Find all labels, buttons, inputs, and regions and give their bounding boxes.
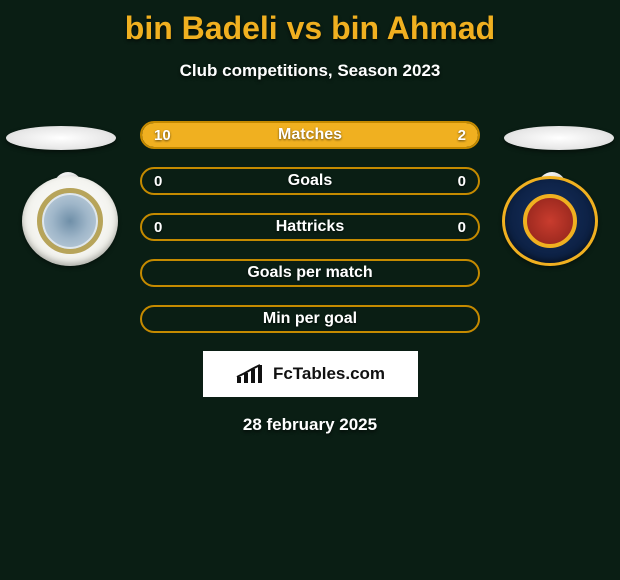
player-avatar-right-placeholder — [504, 126, 614, 150]
stat-row-goals: 0 Goals 0 — [140, 167, 480, 195]
stat-row-min-per-goal: Min per goal — [140, 305, 480, 333]
watermark-text: FcTables.com — [273, 364, 385, 384]
stat-label: Matches — [142, 123, 478, 147]
player-avatar-left-placeholder — [6, 126, 116, 150]
footer-date: 28 february 2025 — [0, 415, 620, 435]
title-right: bin Ahmad — [331, 10, 495, 46]
club-crest-right — [502, 176, 598, 266]
stat-row-hattricks: 0 Hattricks 0 — [140, 213, 480, 241]
stats-container: 10 Matches 2 0 Goals 0 0 Hattricks 0 Goa… — [140, 121, 480, 333]
club-crest-left — [22, 176, 118, 266]
watermark-badge: FcTables.com — [203, 351, 418, 397]
subtitle: Club competitions, Season 2023 — [0, 61, 620, 81]
stat-label: Goals — [142, 169, 478, 193]
stat-row-goals-per-match: Goals per match — [140, 259, 480, 287]
stat-label: Min per goal — [142, 307, 478, 331]
title-vs: vs — [287, 10, 323, 46]
title-left: bin Badeli — [125, 10, 278, 46]
stat-label: Goals per match — [142, 261, 478, 285]
stat-value-right: 0 — [458, 215, 466, 239]
page-title: bin Badeli vs bin Ahmad — [0, 0, 620, 47]
bar-chart-icon — [235, 363, 267, 385]
stat-label: Hattricks — [142, 215, 478, 239]
stat-row-matches: 10 Matches 2 — [140, 121, 480, 149]
stat-value-right: 2 — [458, 123, 466, 147]
stat-value-right: 0 — [458, 169, 466, 193]
